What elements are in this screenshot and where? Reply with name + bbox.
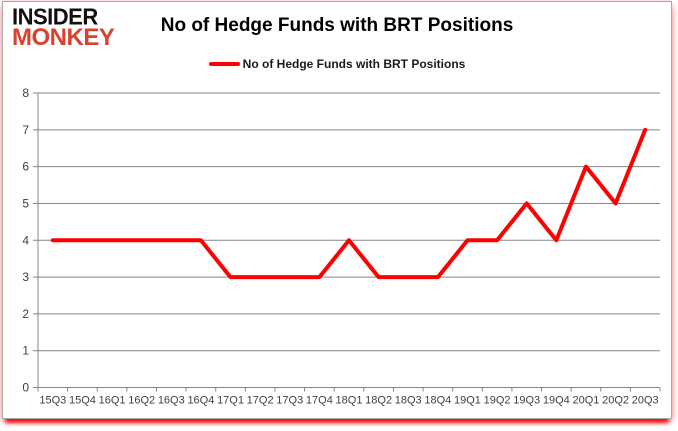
chart-legend: No of Hedge Funds with BRT Positions — [3, 57, 671, 71]
y-tick-label: 8 — [22, 86, 29, 100]
x-tick-label: 16Q4 — [187, 395, 214, 407]
x-tick-label: 15Q3 — [39, 395, 66, 407]
legend-label: No of Hedge Funds with BRT Positions — [242, 57, 466, 71]
x-tick-label: 20Q2 — [602, 395, 629, 407]
data-polyline — [50, 127, 648, 280]
x-tick-label: 17Q1 — [217, 395, 244, 407]
y-tick-label: 1 — [22, 344, 29, 358]
x-tick-label: 18Q1 — [336, 395, 363, 407]
x-tick-label: 19Q2 — [484, 395, 511, 407]
y-tick-label: 3 — [22, 270, 29, 284]
logo-insider-text: INSIDER — [12, 3, 98, 30]
x-tick-label: 17Q2 — [247, 395, 274, 407]
x-tick-label: 18Q3 — [395, 395, 422, 407]
x-tick-label: 19Q4 — [543, 395, 570, 407]
x-tick-label: 17Q4 — [306, 395, 333, 407]
x-tick-label: 16Q3 — [158, 395, 185, 407]
y-tick-label: 7 — [22, 123, 29, 137]
insider-monkey-logo: INSIDER MONKEY — [12, 3, 115, 52]
x-tick-label: 15Q4 — [69, 395, 96, 407]
y-tick-label: 0 — [22, 381, 29, 395]
x-tick-label: 17Q3 — [276, 395, 303, 407]
y-tick-label: 6 — [22, 160, 29, 174]
y-tick-label: 2 — [22, 307, 29, 321]
x-tick-label: 20Q1 — [572, 395, 599, 407]
legend-line-marker — [208, 62, 240, 66]
y-tick-label: 5 — [22, 196, 29, 210]
x-tick-label: 19Q3 — [513, 395, 540, 407]
x-tick-label: 18Q4 — [424, 395, 451, 407]
x-tick-label: 18Q2 — [365, 395, 392, 407]
chart-panel: INSIDER MONKEY No of Hedge Funds with BR… — [2, 1, 672, 419]
x-tick-label: 16Q2 — [128, 395, 155, 407]
x-tick-label: 19Q1 — [454, 395, 481, 407]
logo-monkey-text: MONKEY — [12, 24, 115, 52]
x-tick-label: 16Q1 — [99, 395, 126, 407]
chart-title: No of Hedge Funds with BRT Positions — [160, 15, 514, 36]
x-tick-label: 20Q3 — [632, 395, 659, 407]
y-tick-label: 4 — [22, 233, 29, 247]
